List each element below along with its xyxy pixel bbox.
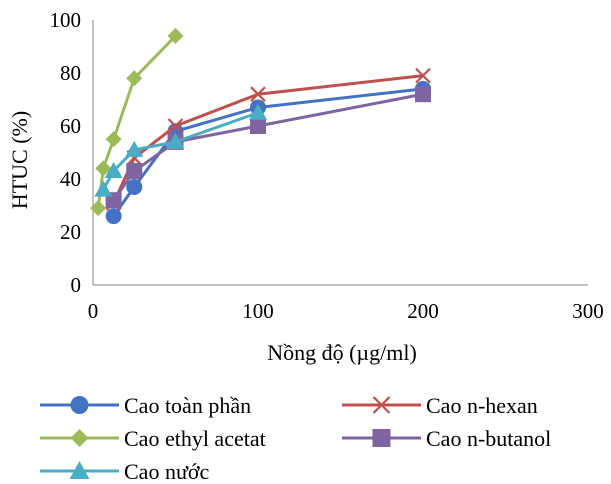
legend-label: Cao ethyl acetat	[124, 426, 266, 451]
data-point	[95, 160, 112, 177]
y-axis-title: HTUC (%)	[7, 111, 32, 209]
data-point	[105, 208, 122, 225]
data-point	[166, 132, 185, 149]
legend-label: Cao nước	[124, 459, 209, 484]
data-point	[415, 86, 431, 103]
data-point	[249, 103, 267, 120]
legend-item-0: Cao toàn phần	[40, 393, 251, 418]
series-layer	[90, 27, 431, 225]
y-tick-label: 80	[60, 61, 81, 85]
legend-marker	[372, 429, 391, 447]
legend-item-1: Cao n-hexan	[342, 393, 538, 418]
legend: Cao toàn phần Cao n-hexan Cao ethyl acetat…	[40, 393, 551, 484]
x-tick-label: 0	[88, 299, 99, 323]
legend-marker	[372, 396, 391, 414]
data-point	[250, 86, 266, 102]
series-2	[90, 27, 184, 217]
data-point	[250, 118, 266, 134]
series-4	[94, 103, 267, 197]
legend-item-4: Cao nước	[40, 459, 209, 484]
x-axis-title: Nồng độ (µg/ml)	[267, 340, 417, 365]
legend-label: Cao n-hexan	[426, 393, 538, 418]
y-tick-label: 40	[60, 167, 81, 191]
data-point	[126, 163, 143, 180]
y-tick-label: 20	[60, 220, 81, 244]
data-point	[94, 180, 113, 197]
data-point	[90, 200, 107, 217]
legend-item-3: Cao n-butanol	[342, 426, 551, 451]
data-point	[126, 178, 143, 195]
data-point	[167, 118, 184, 134]
axes	[92, 20, 588, 286]
data-point	[125, 140, 144, 157]
data-point	[104, 162, 123, 179]
legend-marker	[70, 396, 89, 414]
legend-marker	[69, 461, 90, 479]
data-point	[105, 131, 122, 148]
legend-label: Cao toàn phần	[124, 393, 251, 418]
data-point	[126, 70, 143, 87]
x-tick-label: 200	[407, 299, 439, 323]
data-point	[167, 27, 184, 44]
series-1	[105, 67, 431, 211]
series-line	[112, 92, 424, 202]
x-tick-label: 100	[242, 299, 274, 323]
legend-marker	[70, 429, 89, 447]
y-tick-label: 0	[71, 273, 82, 297]
legend-item-2: Cao ethyl acetat	[40, 426, 266, 451]
x-tick-label: 300	[572, 299, 604, 323]
legend-label: Cao n-butanol	[426, 426, 551, 451]
tick-labels: 0 20 40 60 80 100 0 100 200 300	[50, 8, 604, 323]
data-point	[415, 67, 431, 84]
y-tick-label: 100	[50, 8, 82, 32]
y-tick-label: 60	[60, 114, 81, 138]
